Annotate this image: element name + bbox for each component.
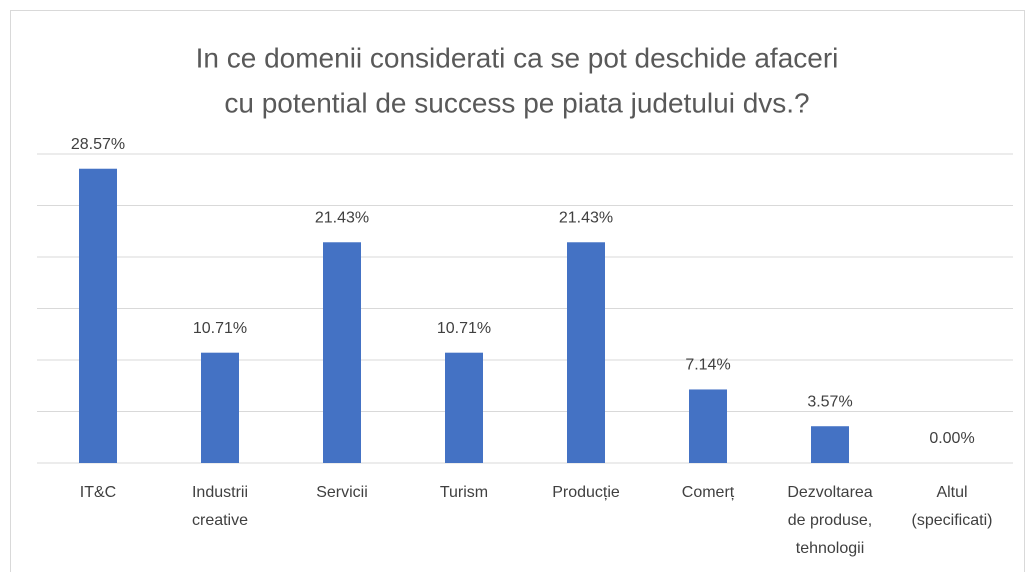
x-tick-label: IT&C — [80, 484, 116, 501]
x-tick-label: Altul — [936, 484, 967, 501]
data-label: 10.71% — [437, 320, 491, 337]
data-label: 28.57% — [71, 136, 125, 153]
x-tick-label: creative — [192, 512, 248, 529]
chart-title: cu potential de success pe piata judetul… — [224, 87, 809, 118]
data-label: 21.43% — [559, 209, 613, 226]
x-tick-label: Industrii — [192, 484, 248, 501]
chart-title: In ce domenii considerati ca se pot desc… — [196, 42, 839, 73]
x-tick-label: Dezvoltarea — [787, 484, 872, 501]
chart-frame — [10, 10, 1025, 572]
data-label: 3.57% — [807, 393, 852, 410]
bar — [201, 352, 239, 463]
x-tick-label: (specificati) — [912, 512, 993, 529]
bar — [445, 352, 483, 463]
data-label: 7.14% — [685, 357, 730, 374]
data-label: 0.00% — [929, 430, 974, 447]
x-tick-label: Producție — [552, 484, 620, 501]
bar — [811, 426, 849, 463]
x-tick-label: Turism — [440, 484, 488, 501]
x-tick-label: de produse, — [788, 512, 873, 529]
data-label: 21.43% — [315, 209, 369, 226]
x-tick-label: Comerț — [682, 484, 735, 501]
bar — [79, 168, 117, 463]
x-tick-label: tehnologii — [796, 540, 865, 557]
x-tick-label: Servicii — [316, 484, 368, 501]
bar — [323, 242, 361, 463]
data-label: 10.71% — [193, 320, 247, 337]
bar — [567, 242, 605, 463]
bar — [689, 389, 727, 463]
